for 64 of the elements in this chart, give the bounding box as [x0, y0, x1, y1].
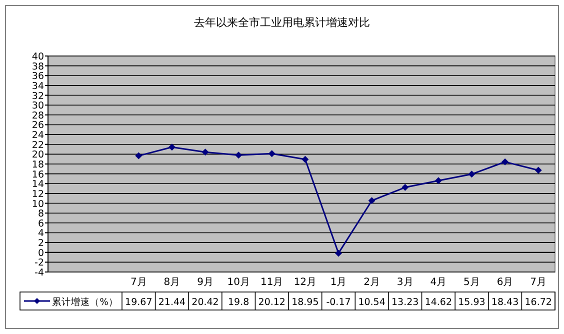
- data-label: 13.23: [392, 297, 419, 308]
- y-tick-label: 30: [32, 100, 44, 112]
- y-tick-label: 6: [38, 218, 44, 230]
- y-tick-label: 22: [32, 140, 44, 151]
- data-label: 19.8: [228, 297, 250, 308]
- y-tick-label: 0: [38, 248, 44, 259]
- y-tick-label: 28: [32, 110, 44, 122]
- point: [202, 148, 209, 156]
- data-label: 14.62: [424, 297, 452, 308]
- point: [268, 150, 276, 158]
- data-label: 10.54: [358, 297, 386, 308]
- y-tick-label: 16: [32, 169, 44, 180]
- y-tick-label: 8: [38, 208, 44, 220]
- y-tick-label: 40: [32, 52, 44, 62]
- y-tick-label: 14: [32, 179, 44, 190]
- y-tick-label: -4: [34, 268, 44, 278]
- data-label: 21.44: [158, 297, 186, 308]
- data-label: 16.72: [524, 297, 552, 308]
- x-tick-label: 12月: [294, 277, 317, 288]
- data-label: 18.43: [491, 297, 519, 308]
- y-tick-label: 32: [32, 90, 44, 102]
- point: [168, 144, 176, 151]
- point: [335, 250, 342, 257]
- x-tick-label: 1月: [330, 277, 347, 288]
- data-label: 15.93: [458, 297, 486, 308]
- x-tick-label: 9月: [197, 277, 214, 288]
- point: [534, 166, 542, 174]
- y-tick-label: 36: [32, 71, 44, 82]
- x-tick-label: 3月: [396, 277, 414, 288]
- y-tick-label: 18: [32, 160, 44, 170]
- x-tick-label: 7月: [130, 277, 147, 288]
- point: [402, 184, 409, 191]
- point: [502, 158, 509, 166]
- data-label: 20.42: [192, 297, 219, 308]
- y-tick-label: 2: [38, 238, 44, 250]
- y-tick-label: 24: [32, 130, 44, 142]
- legend-label: 累计增速（%）: [52, 296, 122, 308]
- y-tick-label: 10: [32, 198, 44, 210]
- x-tick-label: 11月: [260, 277, 284, 288]
- x-tick-label: 8月: [164, 277, 180, 288]
- data-label: 19.67: [125, 297, 152, 308]
- x-tick-label: 4月: [430, 277, 447, 288]
- y-tick-label: 26: [32, 120, 44, 132]
- data-label: 20.12: [258, 297, 286, 308]
- x-tick-label: 2月: [364, 277, 380, 288]
- point: [434, 177, 442, 184]
- x-tick-label: 6月: [496, 277, 514, 288]
- y-tick-label: 34: [32, 80, 44, 92]
- point: [302, 156, 309, 163]
- x-tick-label: 7月: [530, 277, 547, 288]
- x-tick-label: 5月: [464, 277, 480, 288]
- y-tick-label: -2: [34, 258, 44, 269]
- y-tick-label: 12: [32, 188, 44, 200]
- data-label: 18.95: [292, 297, 319, 308]
- chart-title: 去年以来全市工业用电累计增速对比: [194, 16, 370, 29]
- point: [468, 170, 476, 178]
- point: [368, 197, 376, 204]
- data-label: -0.17: [326, 297, 351, 308]
- y-tick-label: 20: [32, 150, 44, 161]
- point: [235, 152, 242, 159]
- x-tick-label: 10月: [227, 277, 250, 288]
- point: [135, 152, 142, 160]
- y-tick-label: 38: [32, 61, 44, 72]
- y-tick-label: 4: [38, 228, 44, 240]
